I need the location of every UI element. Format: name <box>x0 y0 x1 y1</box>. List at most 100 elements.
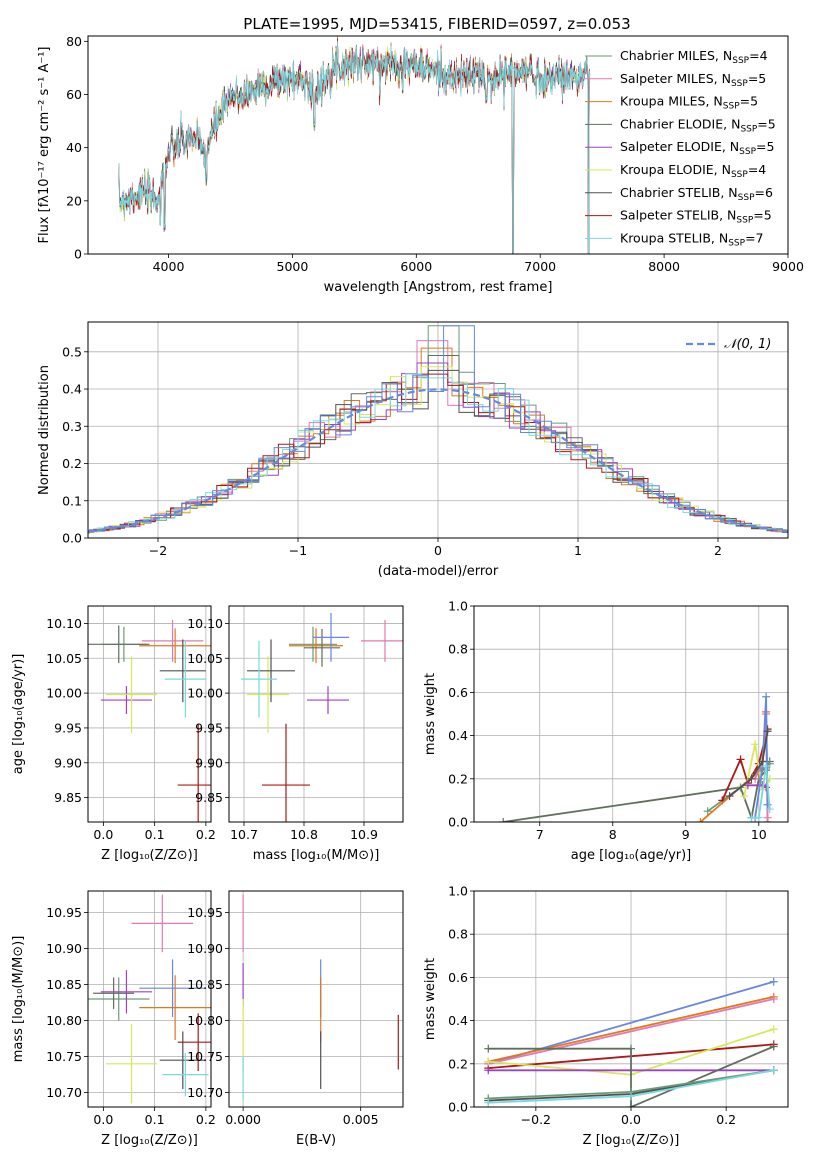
y-tick-label: 0.3 <box>62 419 82 434</box>
weight_vs_age-axes: 7 8 9 10 0.0 0.2 0.4 0.6 0.8 1.0 age [log₁₀(age/yr… <box>423 599 788 863</box>
mass_vs_Z-axes: 0.0 0.1 0.2 10.70 10.75 10.80 10.85 10.90 10.95 Z… <box>11 891 216 1148</box>
y-tick-label: 0.6 <box>448 970 468 985</box>
y-tick-label: 10.75 <box>46 1049 82 1064</box>
weight_vs_age-lines <box>499 692 774 822</box>
legend-label: Kroupa MILES, NSSP=5 <box>620 94 758 112</box>
x-tick-label: 0.2 <box>196 1112 216 1127</box>
histogram-step <box>88 325 788 534</box>
legend-value: =5 <box>756 139 774 154</box>
x-tick-label: 2 <box>714 543 722 558</box>
weight-marker <box>725 792 734 801</box>
legend-value: =5 <box>757 116 775 131</box>
weight-line <box>754 696 769 818</box>
y-tick-label: 0.1 <box>62 493 82 508</box>
weight_vs_Z-lines <box>484 977 778 1107</box>
y-tick-label: 9.85 <box>54 790 82 805</box>
x-tick-label: −2 <box>149 543 167 558</box>
legend-value: =6 <box>755 185 773 200</box>
age_vs_Z-points <box>88 619 211 822</box>
legend-label-normal: 𝒩(0, 1) <box>724 337 771 352</box>
legend-subscript: SSP <box>731 79 748 89</box>
x-tick-label: 0.2 <box>716 1112 736 1127</box>
x-tick-label: 7 <box>536 827 544 842</box>
x-tick-label: 0 <box>434 543 442 558</box>
weight-marker <box>751 740 760 749</box>
y-tick-label: 10.90 <box>187 941 223 956</box>
spectrum-lines <box>118 36 591 254</box>
legend-label: Chabrier STELIB, NSSP=6 <box>620 185 773 203</box>
weight-marker <box>763 727 772 736</box>
y-axis-label: age [log₁₀(age/yr)] <box>11 654 26 775</box>
legend-value: =5 <box>753 208 771 223</box>
y-axis-label: Flux [fλ10⁻¹⁷ erg cm⁻² s⁻¹ A⁻¹] <box>37 47 52 244</box>
weight-marker <box>769 1042 778 1051</box>
weight-marker <box>484 1057 493 1066</box>
weight-marker <box>484 1044 493 1053</box>
x-tick-label: 0.005 <box>343 1112 379 1127</box>
y-tick-label: 10.85 <box>187 977 223 992</box>
spectrum-line <box>118 40 591 254</box>
x-tick-label: 10.9 <box>350 827 378 842</box>
weight-line <box>488 1045 775 1107</box>
legend-label: Chabrier ELODIE, NSSP=5 <box>620 116 776 134</box>
y-tick-label: 0.2 <box>62 456 82 471</box>
weight-marker <box>754 813 763 822</box>
y-tick-label: 80 <box>66 34 82 49</box>
x-axis-label: age [log₁₀(age/yr)] <box>571 848 692 863</box>
legend-label: Chabrier MILES, NSSP=4 <box>620 48 768 66</box>
weight-marker <box>762 761 771 770</box>
x-tick-label: 4000 <box>153 259 185 274</box>
plots: 4000 5000 6000 7000 8000 9000020406080wavelen… <box>11 34 804 1148</box>
legend-label: Salpeter ELODIE, NSSP=5 <box>620 139 774 157</box>
y-tick-label: 0.4 <box>62 382 82 397</box>
legend-value: =5 <box>740 94 758 109</box>
mass_vs_ebv-points <box>242 894 399 1100</box>
x-tick-label: −1 <box>289 543 307 558</box>
spectrum-legend: Chabrier MILES, NSSP=4 Salpeter MILES, NS… <box>585 48 776 248</box>
y-tick-label: 9.90 <box>54 755 82 770</box>
legend-label: Kroupa STELIB, NSSP=7 <box>620 230 764 248</box>
y-tick-label: 10.00 <box>187 686 223 701</box>
weight-marker <box>765 805 774 814</box>
y-tick-label: 10.75 <box>187 1049 223 1064</box>
weight-marker <box>627 1103 635 1107</box>
x-tick-label: 0.2 <box>196 827 216 842</box>
y-axis-label: mass [log₁₀(M/M⊙)] <box>11 936 26 1063</box>
y-tick-label: 0.2 <box>448 771 468 786</box>
y-tick-label: 10.95 <box>46 905 82 920</box>
plot-frame <box>228 605 404 823</box>
y-tick-label: 0.8 <box>448 642 468 657</box>
mass_vs_ebv-axes: 0.000 0.005 10.70 10.75 10.80 10.85 10.90 10.95… <box>187 891 403 1148</box>
y-tick-label: 0.4 <box>448 1013 468 1028</box>
weight-marker <box>627 1044 635 1053</box>
x-axis-label: wavelength [Angstrom, rest frame] <box>324 280 553 295</box>
y-axis-label: mass weight <box>423 958 438 1040</box>
weight-line <box>488 995 774 1063</box>
legend-subscript: SSP <box>728 238 745 248</box>
x-tick-label: 0.1 <box>145 827 165 842</box>
normal-curve <box>88 388 788 533</box>
weight-marker <box>747 774 756 783</box>
y-tick-label: 0.6 <box>448 685 468 700</box>
legend-label: Kroupa ELODIE, NSSP=4 <box>620 162 766 180</box>
weight-marker <box>769 995 778 1003</box>
legend-value: =4 <box>749 48 767 63</box>
weight-marker <box>627 1092 635 1101</box>
y-tick-label: 10.70 <box>46 1085 82 1100</box>
plot-frame <box>87 35 789 255</box>
y-axis-label: Normed distribution <box>37 365 52 495</box>
y-tick-label: 1.0 <box>448 599 468 614</box>
y-tick-label: 0.0 <box>62 531 82 546</box>
x-tick-label: 0.1 <box>145 1112 165 1127</box>
x-axis-label: Z [log₁₀(Z/Z⊙)] <box>101 1133 198 1148</box>
x-tick-label: 0.0 <box>93 827 113 842</box>
spectrum-axes: 4000 5000 6000 7000 8000 9000 0 20 40 60 80 wavelen… <box>37 34 804 295</box>
x-tick-label: 6000 <box>400 259 432 274</box>
x-axis-label: Z [log₁₀(Z/Z⊙)] <box>101 848 198 863</box>
y-tick-label: 10.00 <box>46 686 82 701</box>
legend-subscript: SSP <box>738 193 755 203</box>
y-tick-label: 20 <box>66 193 82 208</box>
x-axis-label: Z [log₁₀(Z/Z⊙)] <box>583 1133 680 1148</box>
weight-marker <box>740 792 749 801</box>
